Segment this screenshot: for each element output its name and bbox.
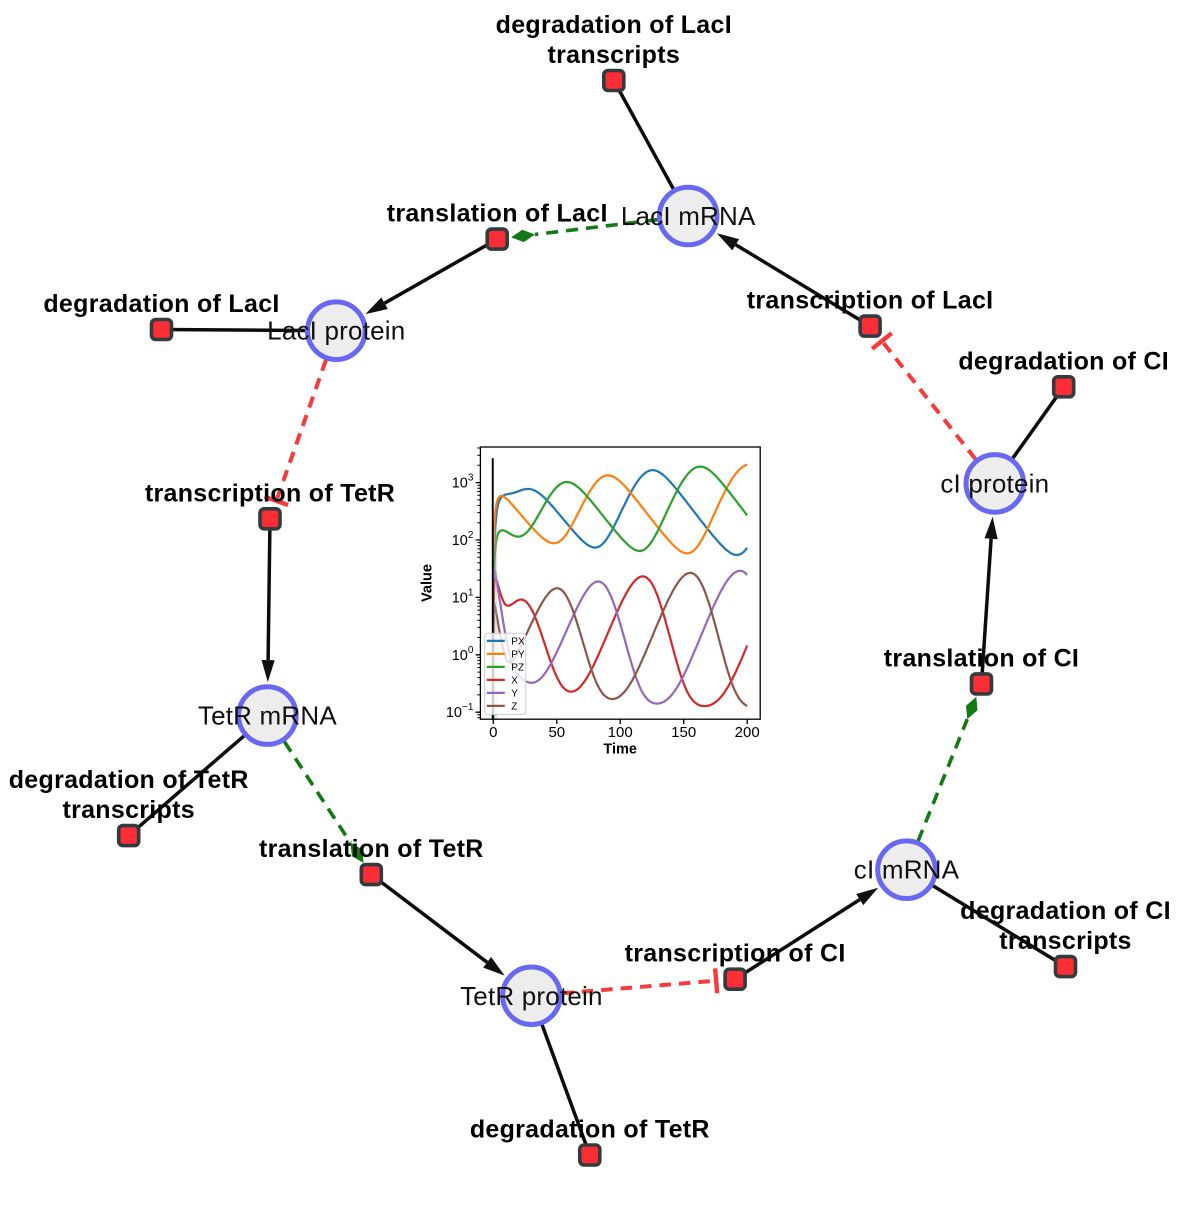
svg-text:Value: Value — [420, 564, 436, 602]
svg-text:transcription of CI: transcription of CI — [625, 940, 846, 968]
svg-text:translation of CI: translation of CI — [884, 644, 1079, 672]
svg-text:PX: PX — [511, 637, 525, 648]
svg-text:translation of LacI: translation of LacI — [387, 200, 608, 228]
svg-text:degradation of CI: degradation of CI — [958, 347, 1169, 375]
svg-text:X: X — [511, 676, 518, 687]
svg-text:PY: PY — [511, 650, 525, 661]
svg-text:degradation of LacI: degradation of LacI — [496, 11, 732, 39]
svg-text:Y: Y — [511, 689, 518, 700]
svg-text:degradation of LacI: degradation of LacI — [43, 290, 279, 318]
svg-text:degradation of CI: degradation of CI — [960, 897, 1171, 925]
svg-text:degradation of TetR: degradation of TetR — [470, 1116, 710, 1144]
svg-text:transcription of TetR: transcription of TetR — [145, 479, 395, 507]
svg-text:degradation of TetR: degradation of TetR — [9, 766, 249, 794]
svg-text:transcripts: transcripts — [62, 796, 195, 824]
svg-text:150: 150 — [671, 724, 696, 741]
svg-text:100: 100 — [608, 724, 633, 741]
svg-text:0: 0 — [489, 724, 497, 741]
svg-text:transcripts: transcripts — [999, 927, 1132, 955]
svg-text:TetR protein: TetR protein — [460, 981, 603, 1011]
svg-text:Z: Z — [511, 702, 517, 713]
svg-text:TetR mRNA: TetR mRNA — [198, 701, 337, 731]
svg-text:50: 50 — [548, 724, 565, 741]
svg-text:translation of TetR: translation of TetR — [259, 835, 484, 863]
svg-text:LacI mRNA: LacI mRNA — [621, 201, 756, 231]
svg-text:Time: Time — [603, 742, 637, 758]
svg-text:cI protein: cI protein — [940, 468, 1049, 498]
svg-text:transcription of LacI: transcription of LacI — [747, 287, 994, 315]
svg-text:200: 200 — [735, 724, 760, 741]
svg-text:cI mRNA: cI mRNA — [854, 855, 960, 885]
svg-text:transcripts: transcripts — [548, 41, 681, 69]
svg-text:PZ: PZ — [511, 663, 524, 674]
svg-text:LacI protein: LacI protein — [267, 316, 405, 346]
